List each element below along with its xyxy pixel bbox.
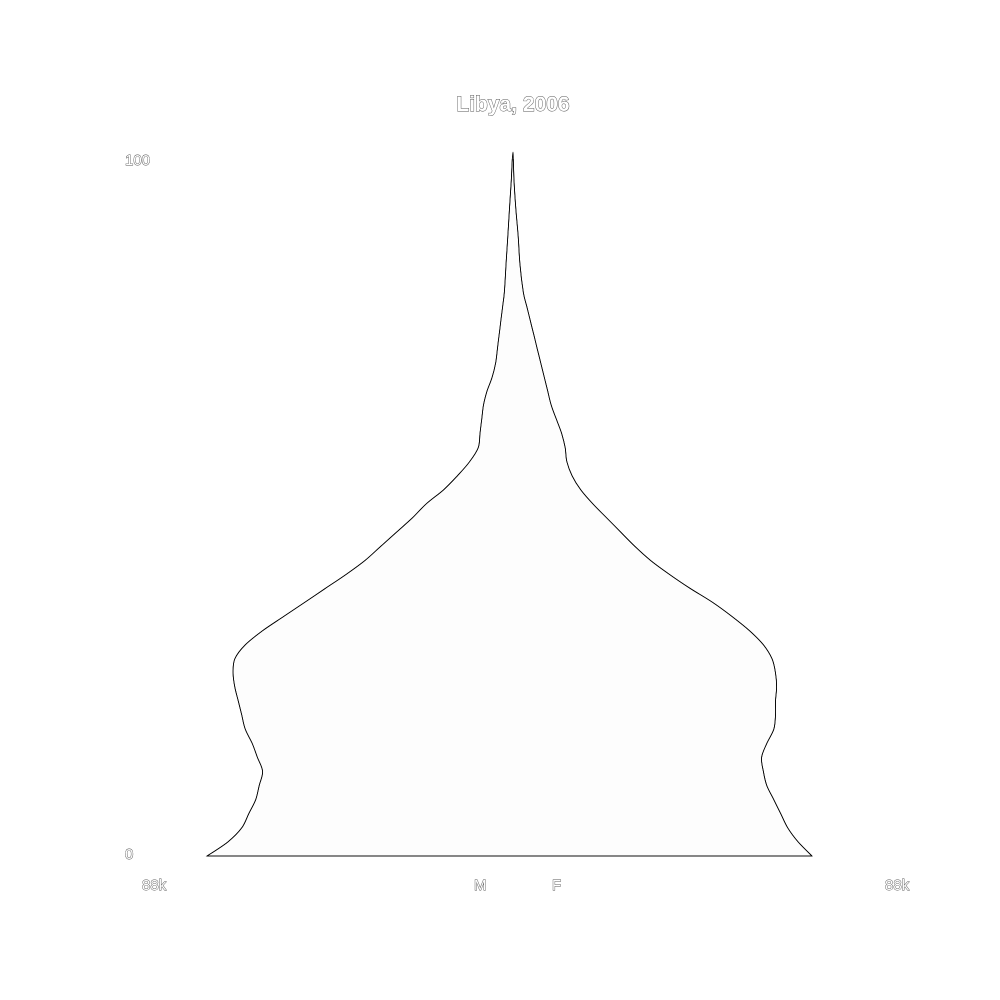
x-label-male: M xyxy=(474,877,487,894)
series-line-female xyxy=(512,158,813,857)
x-tick-label-left-max: 88k xyxy=(142,877,167,894)
x-label-female: F xyxy=(552,877,561,894)
y-tick-label-bottom: 0 xyxy=(125,846,133,863)
series-line-male xyxy=(206,158,513,857)
pyramid-area xyxy=(205,151,813,857)
y-tick-label-top: 100 xyxy=(125,152,150,169)
plot-area xyxy=(205,151,813,857)
x-tick-label-right-max: 88k xyxy=(885,877,910,894)
chart-title: Libya, 2006 xyxy=(456,93,569,116)
